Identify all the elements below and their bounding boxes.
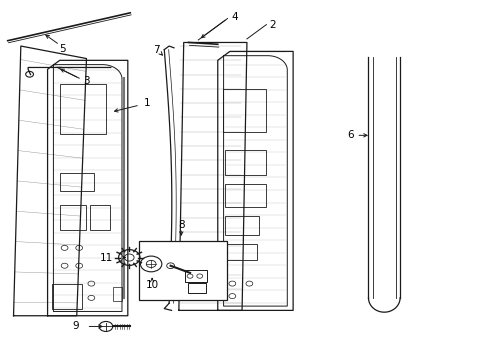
Bar [187, 283, 205, 293]
Text: 1: 1 [143, 98, 150, 108]
Text: 8: 8 [178, 220, 184, 230]
Text: 7: 7 [152, 45, 159, 55]
Text: 2: 2 [269, 19, 275, 30]
Text: 5: 5 [59, 44, 65, 54]
Bar [60, 84, 106, 134]
Bar [60, 205, 86, 230]
Bar [52, 284, 81, 309]
Bar [222, 89, 266, 132]
Text: 3: 3 [83, 76, 90, 86]
Text: 10: 10 [145, 280, 158, 291]
Text: 9: 9 [72, 321, 79, 332]
Bar [224, 244, 256, 260]
Bar [224, 150, 266, 175]
Bar [185, 270, 206, 282]
Text: 11: 11 [100, 252, 113, 262]
Text: 6: 6 [346, 130, 353, 140]
Bar [60, 173, 94, 191]
Bar [113, 287, 122, 301]
Bar [139, 241, 226, 300]
Text: 4: 4 [231, 13, 238, 22]
Bar [90, 205, 110, 230]
Bar [224, 216, 259, 235]
Bar [224, 184, 266, 207]
